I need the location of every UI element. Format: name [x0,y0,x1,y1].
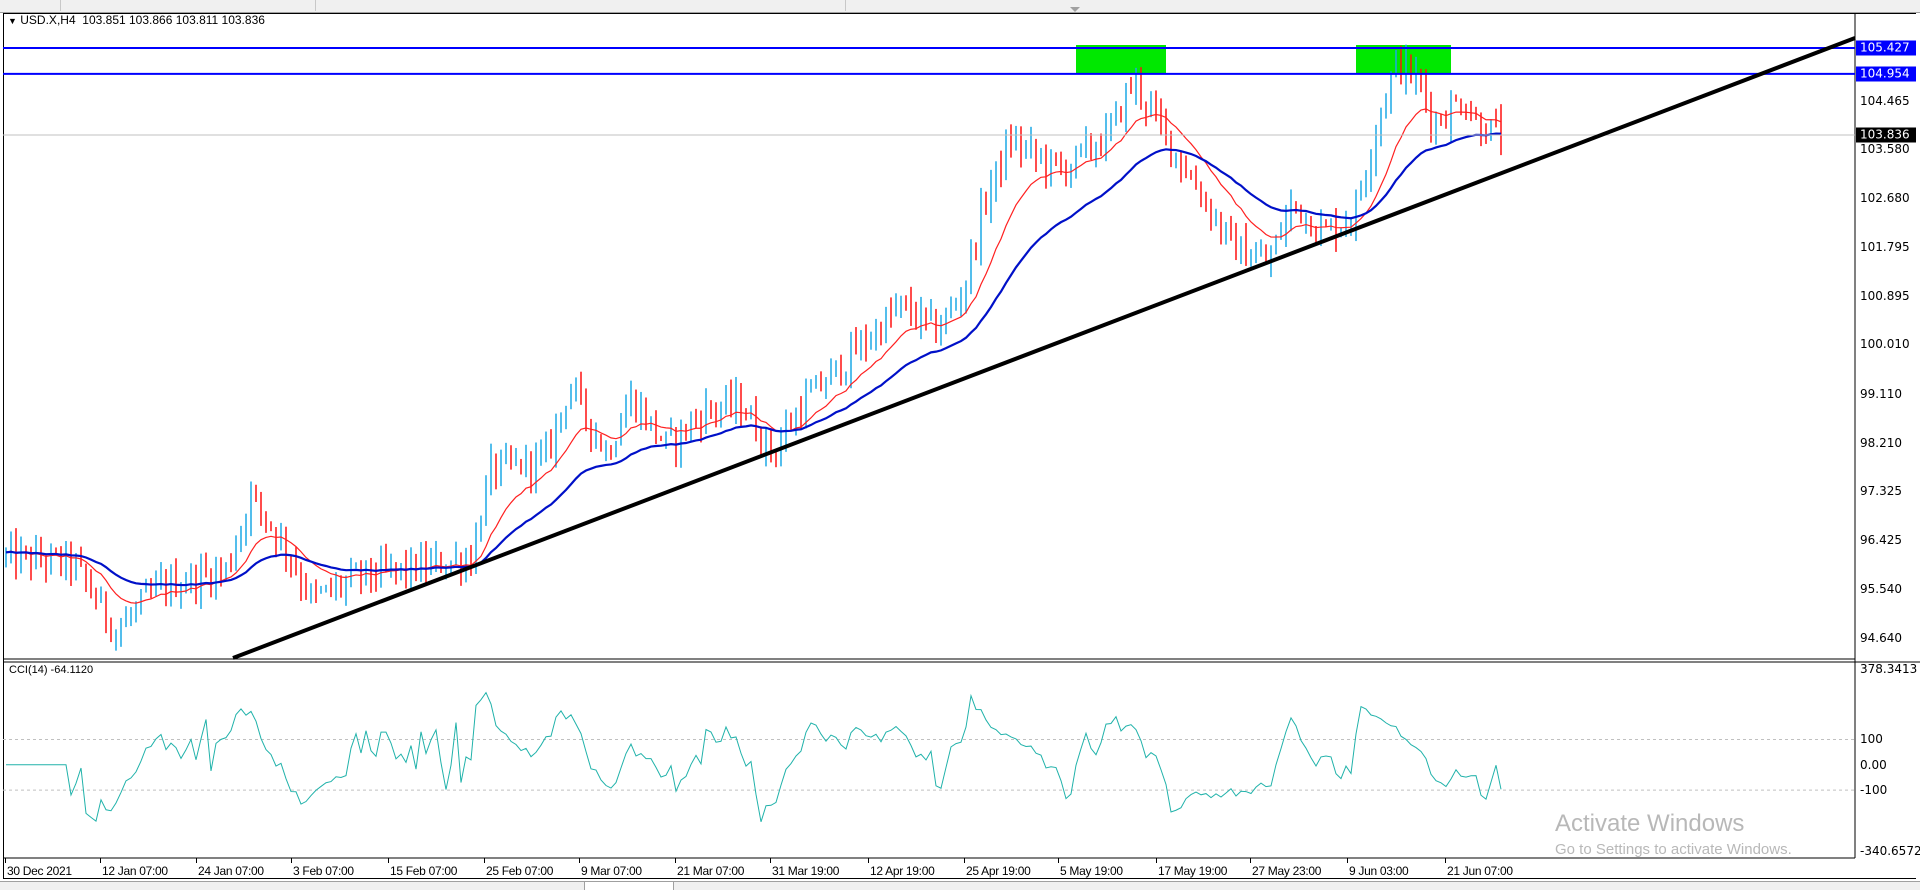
date-tick [5,858,6,863]
resistance-zone [1356,45,1451,74]
current-price-label: 103.836 [1856,127,1916,143]
date-tick [291,858,292,863]
date-tick [388,858,389,863]
date-tick [675,858,676,863]
resistance-zone [1076,45,1166,74]
window-tab[interactable] [315,0,846,11]
price-tick-label: 98.210 [1860,435,1902,450]
level-price-label: 104.954 [1856,66,1916,82]
date-label: 5 May 19:00 [1060,864,1123,878]
price-tick-label: 100.895 [1860,288,1910,303]
activate-windows-subtitle: Go to Settings to activate Windows. [1555,841,1792,858]
date-label: 30 Dec 2021 [7,864,72,878]
date-label: 12 Jan 07:00 [102,864,168,878]
cci-tick-label: -100 [1860,783,1888,798]
symbol-timeframe: USD.X,H4 [20,13,76,27]
price-tick-label: 94.640 [1860,631,1902,645]
price-tick-label: 95.540 [1860,581,1902,596]
date-label: 21 Mar 07:00 [677,864,745,878]
date-label: 12 Apr 19:00 [870,864,935,878]
ma-slow-line [5,132,1502,587]
date-tick [1347,858,1348,863]
date-label: 17 May 19:00 [1158,864,1228,878]
date-label: 15 Feb 07:00 [390,864,458,878]
price-tick-label: 96.425 [1860,533,1902,548]
price-tick-label: 97.325 [1860,484,1902,499]
date-tick [1445,858,1446,863]
date-label: 9 Mar 07:00 [581,864,642,878]
date-tick [1058,858,1059,863]
date-tick [196,858,197,863]
activate-windows-title: Activate Windows [1555,810,1745,837]
date-tick [964,858,965,863]
window-tab[interactable] [60,0,316,11]
date-tick [579,858,580,863]
date-label: 9 Jun 03:00 [1349,864,1409,878]
price-tick-label: 104.465 [1860,93,1910,108]
date-tick [484,858,485,863]
date-label: 24 Jan 07:00 [198,864,264,878]
date-label: 27 May 23:00 [1252,864,1322,878]
chart-shift-marker-icon [1070,7,1080,12]
date-label: 25 Apr 19:00 [966,864,1031,878]
cci-tick-label: 378.3413 [1860,662,1918,676]
cci-tick-label: -340.6572 [1860,843,1920,858]
chart-tabs-bar [0,881,1920,890]
cci-label: CCI(14) -64.1120 [9,664,94,676]
price-tick-label: 99.110 [1860,386,1902,401]
window-tab[interactable] [0,0,61,11]
price-tick-label: 102.680 [1860,191,1910,206]
date-tick [770,858,771,863]
cci-tick-label: 100 [1860,732,1883,747]
chart-window[interactable] [3,13,1916,879]
triangle-down-icon[interactable]: ▼ [8,16,17,26]
date-label: 25 Feb 07:00 [486,864,554,878]
ohlc-values: 103.851 103.866 103.811 103.836 [82,13,265,27]
date-tick [1250,858,1251,863]
date-label: 31 Mar 19:00 [772,864,840,878]
date-tick [1156,858,1157,863]
date-tick [100,858,101,863]
price-tick-label: 100.010 [1860,337,1910,352]
cci-tick-label: 0.00 [1860,757,1887,772]
price-tick-label: 103.580 [1860,142,1910,157]
chart-tab[interactable] [584,881,674,890]
date-label: 21 Jun 07:00 [1447,864,1513,878]
date-label: 3 Feb 07:00 [293,864,354,878]
trendline [232,36,1856,660]
chart-header: ▼ USD.X,H4 103.851 103.866 103.811 103.8… [8,13,265,27]
ma-fast-line [5,108,1502,604]
window-tab-strip [0,0,1920,13]
date-tick [868,858,869,863]
level-price-label: 105.427 [1856,40,1916,56]
price-tick-label: 101.795 [1860,239,1910,254]
cci-line [6,691,1502,822]
